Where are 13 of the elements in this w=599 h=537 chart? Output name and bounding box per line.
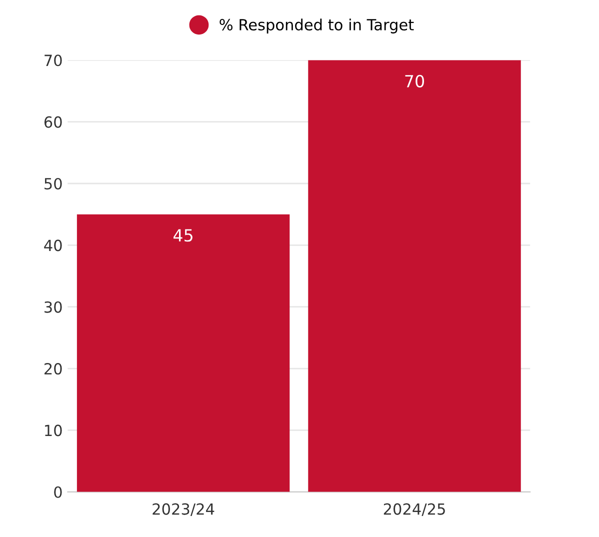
y-tick-label: 40 [44, 240, 62, 252]
data-label: 45 [174, 229, 192, 242]
y-tick-label: 30 [44, 301, 62, 313]
x-tick-label: 2023/24 [152, 503, 214, 516]
y-tick-label: 60 [44, 116, 62, 128]
data-label: 70 [405, 74, 424, 88]
y-tick-label: 70 [44, 54, 62, 66]
y-tick-label: 20 [44, 363, 62, 375]
legend-label: % Responded to in Target [220, 18, 414, 34]
y-tick-label: 0 [54, 486, 62, 498]
y-tick-label: 50 [44, 178, 62, 190]
x-tick-label: 2024/25 [384, 503, 445, 516]
y-tick-label: 10 [45, 424, 62, 436]
